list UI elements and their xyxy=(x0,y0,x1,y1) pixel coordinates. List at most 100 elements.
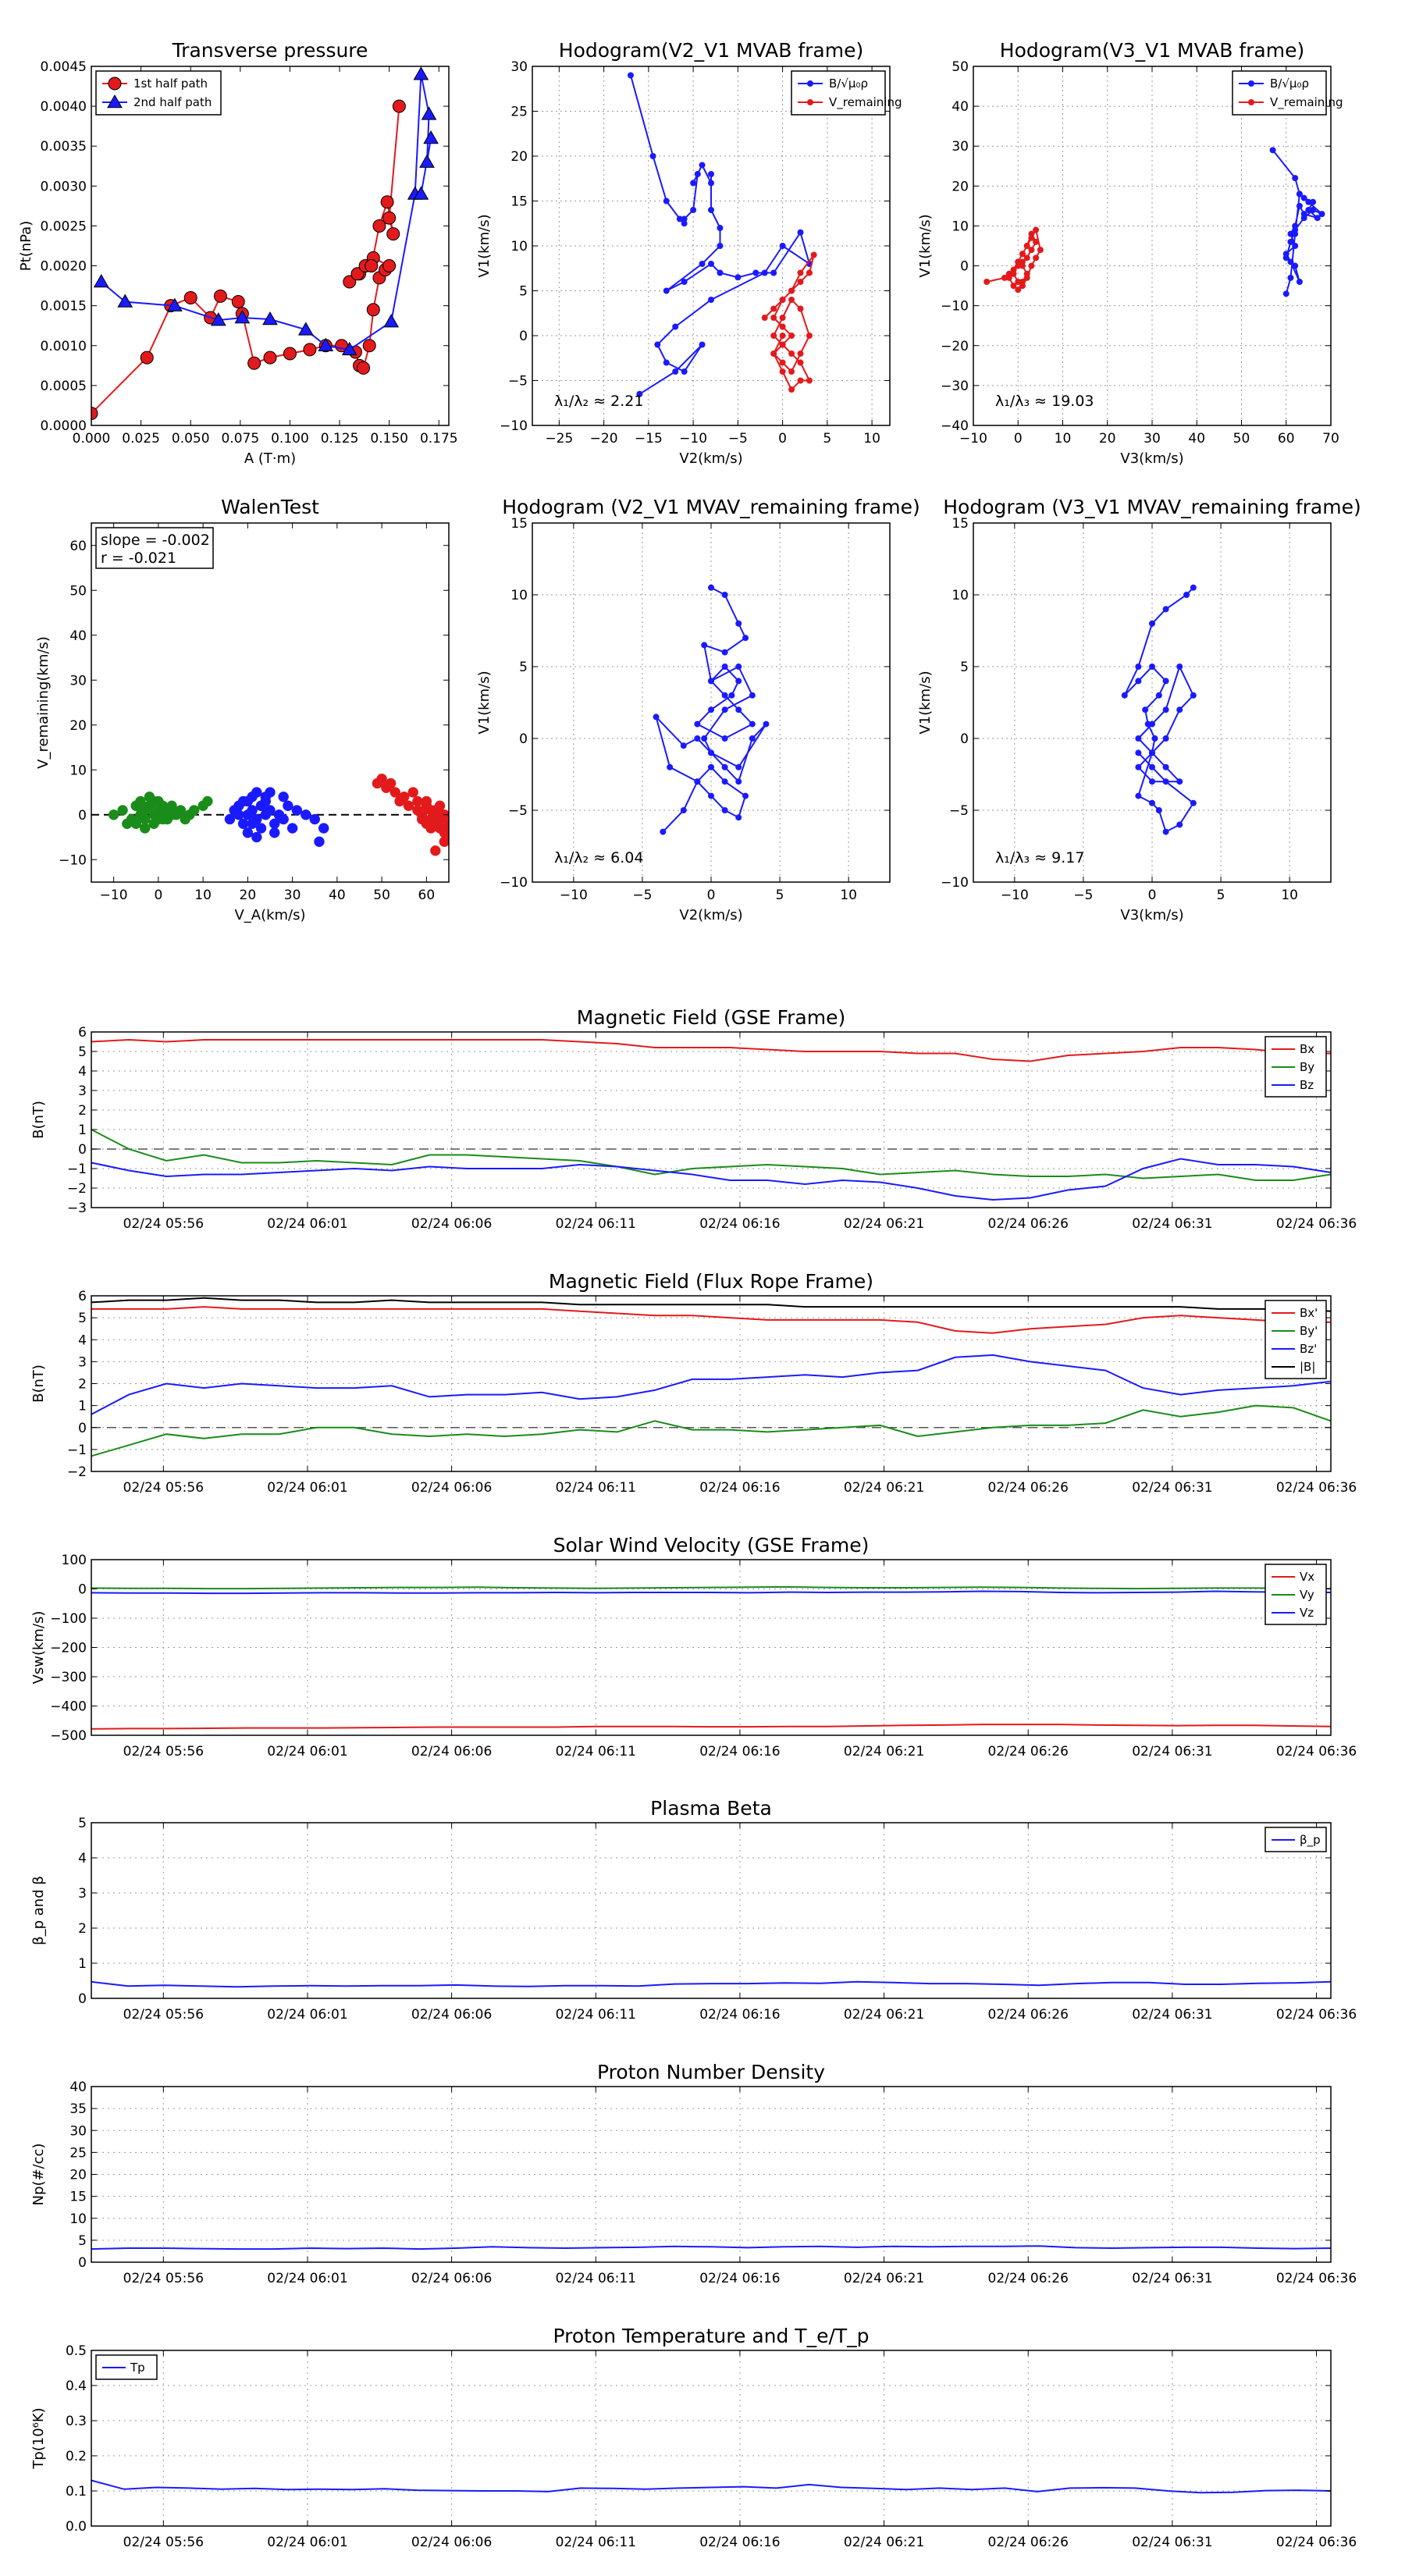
data-point xyxy=(385,777,397,789)
y-tick-label: −5 xyxy=(508,803,528,819)
x-tick-label: 10 xyxy=(1055,431,1072,447)
plasma-beta-chart: 02/24 05:56 02/24 06:01 02/24 06:06 02/24 0… xyxy=(30,1797,1357,2023)
magnetic-field-flux-rope-chart: 02/24 05:56 02/24 06:01 02/24 06:06 02/24 0… xyxy=(30,1270,1357,1496)
data-point xyxy=(202,795,213,807)
x-tick-label: 50 xyxy=(1233,431,1250,447)
x-tick-label: −10 xyxy=(679,431,707,447)
data-point xyxy=(1287,238,1294,245)
data-point xyxy=(797,279,804,285)
legend-label: Bz xyxy=(1300,1078,1314,1092)
x-tick-label: −5 xyxy=(632,888,652,903)
x-tick-label: 20 xyxy=(240,888,257,903)
data-point xyxy=(242,795,254,807)
x-tick-label: 0.125 xyxy=(321,431,359,447)
x-tick-label: 0.050 xyxy=(172,431,210,447)
hodogram-v3v1-mvav-data xyxy=(1121,584,1197,835)
x-axis-label: V_A(km/s) xyxy=(234,907,305,923)
data-point xyxy=(1176,706,1183,713)
data-point xyxy=(283,347,297,361)
data-point xyxy=(93,273,109,288)
legend-label: By xyxy=(1300,1060,1314,1074)
series-line-0 xyxy=(1272,149,1323,294)
data-point xyxy=(708,792,714,799)
y-tick-label: −40 xyxy=(941,418,969,434)
y-tick-label: 10 xyxy=(69,2211,87,2227)
y-tick-label: 30 xyxy=(69,2123,87,2139)
data-point xyxy=(341,341,357,356)
data-point xyxy=(1282,290,1289,297)
x-tick-label: 30 xyxy=(284,888,301,903)
data-point xyxy=(303,343,317,357)
series-line-Bz' xyxy=(91,1354,1332,1415)
y-tick-label: 0 xyxy=(78,1991,87,2007)
data-point xyxy=(1015,258,1022,265)
data-point xyxy=(1296,190,1303,197)
chart-title: Hodogram(V3_V1 MVAB frame) xyxy=(1000,39,1304,62)
data-point xyxy=(1162,606,1169,613)
data-point xyxy=(1019,262,1026,269)
y-tick-label: 0.0 xyxy=(66,2519,87,2535)
chart-title: Magnetic Field (GSE Frame) xyxy=(577,1006,845,1029)
x-tick-label: 02/24 06:01 xyxy=(267,1744,347,1759)
data-point xyxy=(269,818,280,829)
hodogram-v2v1-mvab-chart: −25 −20 −15 −10 −5 0 5 10 −10 −5 0 5 10 15 20 25 30 Hodog… xyxy=(476,39,902,467)
x-tick-label: 02/24 06:26 xyxy=(988,1480,1069,1496)
x-axis-label: V2(km/s) xyxy=(679,907,742,923)
data-point xyxy=(383,314,400,328)
data-point xyxy=(761,269,768,276)
x-tick-label: 02/24 06:11 xyxy=(556,2007,636,2023)
y-tick-label: 0.2 xyxy=(66,2449,87,2464)
x-tick-label: 0 xyxy=(707,888,716,903)
transverse-pressure-chart: 0.000 0.025 0.050 0.075 0.100 0.125 0.150 0.175… xyxy=(18,39,458,467)
data-point xyxy=(806,333,813,339)
x-tick-label: 0.175 xyxy=(420,431,458,447)
y-tick-label: 1 xyxy=(78,1123,87,1138)
data-point xyxy=(788,287,795,294)
data-point xyxy=(770,333,777,339)
x-tick-label: 02/24 06:16 xyxy=(699,1216,780,1232)
series-line-Tp xyxy=(91,2479,1332,2494)
y-tick-label: 50 xyxy=(951,59,969,75)
data-point xyxy=(779,297,786,303)
series-line-By' xyxy=(91,1404,1332,1457)
data-point xyxy=(735,274,742,281)
data-point xyxy=(167,297,183,311)
data-point xyxy=(1149,620,1155,627)
data-point xyxy=(278,792,289,802)
data-point xyxy=(1149,778,1155,785)
x-tick-label: 02/24 06:16 xyxy=(699,2535,780,2550)
y-tick-label: 0 xyxy=(519,329,528,344)
y-tick-label: 0 xyxy=(960,259,969,275)
y-tick-label: 5 xyxy=(519,660,528,675)
series-line-Vz xyxy=(91,1590,1332,1595)
data-point xyxy=(1305,198,1312,205)
data-point xyxy=(735,706,742,713)
data-point xyxy=(1292,243,1299,249)
data-point xyxy=(255,823,267,834)
y-axis-label: B(nT) xyxy=(30,1364,47,1403)
data-point xyxy=(701,735,708,742)
data-point xyxy=(425,813,436,825)
data-point xyxy=(708,584,714,591)
y-tick-label: 0 xyxy=(78,808,87,824)
hodogram-v3v1-mvab-chart: −10 0 10 20 30 40 50 60 70 −40 −30 −20 −10 0 10 20 30 40 5… xyxy=(917,39,1343,467)
chart-title: Hodogram (V3_V1 MVAV_remaining frame) xyxy=(943,496,1361,518)
x-tick-label: 70 xyxy=(1322,431,1339,447)
data-point xyxy=(779,323,786,330)
y-tick-label: 5 xyxy=(960,660,969,675)
y-tick-label: 0.0040 xyxy=(41,99,87,115)
annotation-text: slope = -0.002 xyxy=(101,532,210,549)
data-point xyxy=(139,823,151,834)
legend: B/√μ₀ρ V_remaining xyxy=(1232,70,1343,116)
legend-label: V_remaining xyxy=(1270,95,1343,110)
x-tick-label: 02/24 06:26 xyxy=(988,1744,1069,1759)
legend-marker xyxy=(807,80,813,87)
chart-title: Hodogram (V2_V1 MVAV_remaining frame) xyxy=(502,496,920,518)
y-tick-label: −5 xyxy=(508,374,528,390)
data-point xyxy=(278,813,289,825)
data-point xyxy=(1015,286,1022,294)
y-axis-label: B(nT) xyxy=(30,1101,47,1139)
annotation-text: λ₁/λ₃ ≈ 9.17 xyxy=(995,849,1084,866)
data-point xyxy=(654,341,661,348)
